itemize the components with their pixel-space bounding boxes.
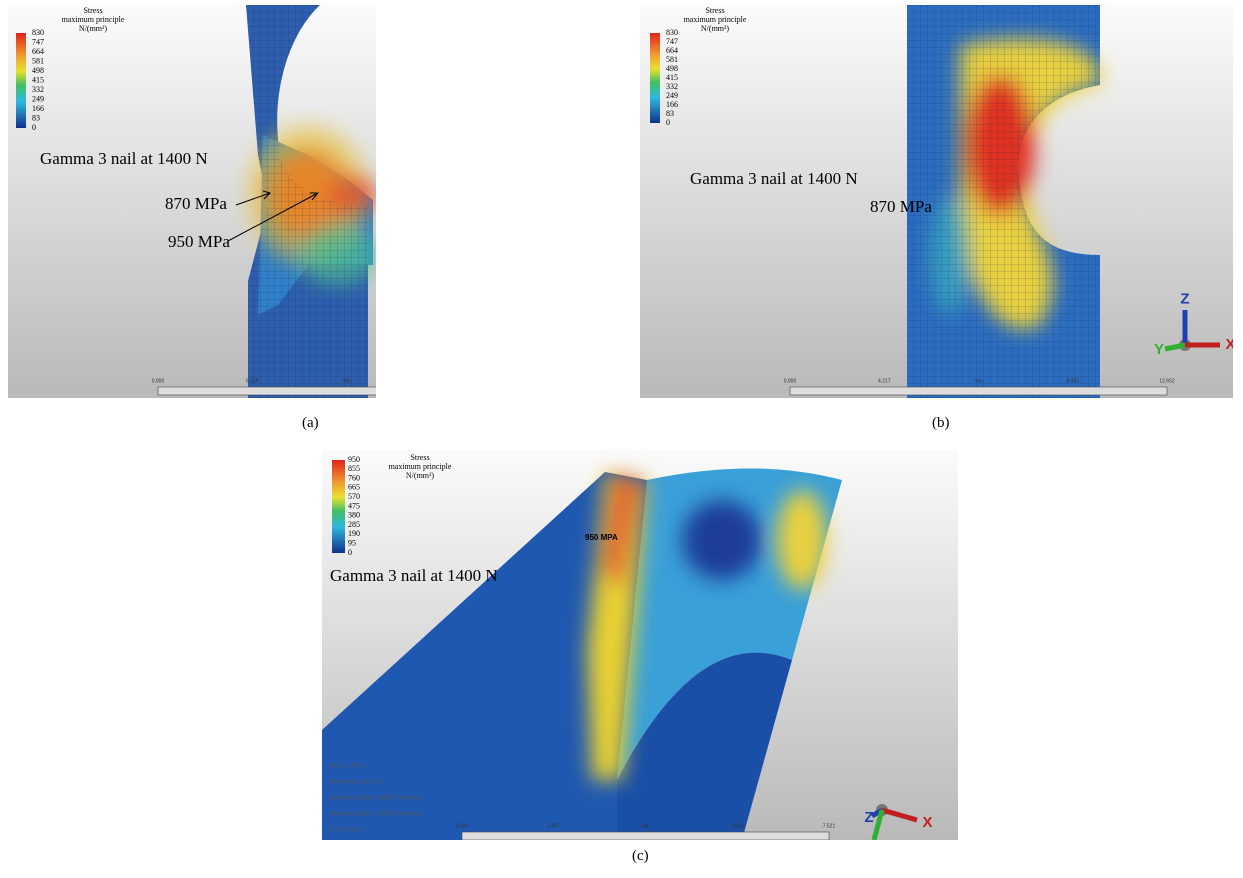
legend-tick-label: 166 bbox=[666, 100, 678, 109]
scale-label: 0.000 bbox=[152, 378, 165, 384]
scale-label: 8.435 bbox=[1066, 378, 1079, 384]
legend-tick-label: 581 bbox=[666, 55, 678, 64]
panel-label: (a) bbox=[302, 415, 319, 432]
legend-tick-label: 0 bbox=[348, 548, 352, 557]
scale-label: 5.014 bbox=[731, 823, 744, 829]
legend-tick-label: 332 bbox=[666, 82, 678, 91]
panel-label: (b) bbox=[932, 415, 950, 432]
axis-letter: Y bbox=[1154, 341, 1164, 358]
legend-tick-label: 498 bbox=[32, 66, 44, 75]
legend-tick-label: 747 bbox=[32, 37, 44, 46]
scale-label: mm bbox=[974, 378, 982, 384]
info-text: Maximum Value: 2069.47 N/(mm2) bbox=[330, 796, 423, 802]
legend-tick-label: 830 bbox=[32, 28, 44, 37]
legend-title: N/(mm²) bbox=[406, 471, 435, 480]
axis-letter: X bbox=[1225, 336, 1233, 353]
legend-tick-label: 83 bbox=[32, 113, 40, 122]
legend-title: N/(mm²) bbox=[701, 24, 730, 33]
legend-tick-label: 249 bbox=[666, 91, 678, 100]
scale-label: 0.000 bbox=[456, 823, 469, 829]
legend-tick-label: 498 bbox=[666, 64, 678, 73]
legend-tick-label: 665 bbox=[348, 483, 360, 492]
legend-title: maximum principle bbox=[389, 462, 452, 471]
axis-letter: Z bbox=[864, 809, 873, 826]
scale-label: 4.217 bbox=[878, 378, 891, 384]
scale-bar bbox=[462, 832, 829, 840]
axis-letter: X bbox=[922, 814, 932, 831]
legend-tick-label: 581 bbox=[32, 56, 44, 65]
figure: Stressmaximum principleN/(mm²)8307476645… bbox=[0, 0, 1243, 878]
scale-label: 12.652 bbox=[1159, 378, 1175, 384]
legend-tick-label: 190 bbox=[348, 529, 360, 538]
legend-tick-label: 166 bbox=[32, 104, 44, 113]
scale-label: mm bbox=[342, 378, 350, 384]
legend-tick-label: 855 bbox=[348, 464, 360, 473]
legend-tick-label: 664 bbox=[666, 46, 678, 55]
legend-tick-label: 285 bbox=[348, 520, 360, 529]
annotation: Gamma 3 nail at 1400 N bbox=[40, 149, 208, 168]
legend-title: N/(mm²) bbox=[79, 24, 108, 33]
scale-label: mm bbox=[641, 823, 649, 829]
legend-tick-label: 95 bbox=[348, 539, 356, 548]
legend-title: Stress bbox=[83, 6, 102, 15]
axis-letter: Z bbox=[1180, 290, 1189, 307]
annotation: 870 MPa bbox=[165, 194, 227, 213]
scale-bar bbox=[790, 387, 1167, 395]
info-text: Time Step: 34 of 20 bbox=[330, 780, 383, 786]
annotation: Gamma 3 nail at 1400 N bbox=[330, 566, 498, 585]
annotation: Gamma 3 nail at 1400 N bbox=[690, 169, 858, 188]
legend-tick-label: 760 bbox=[348, 473, 360, 482]
legend-tick-label: 0 bbox=[666, 118, 670, 127]
info-text: Time: 1.000 s bbox=[330, 764, 366, 770]
legend-tick-label: 830 bbox=[666, 28, 678, 37]
annotation: 950 MPA bbox=[585, 533, 618, 542]
legend-tick-label: 249 bbox=[32, 94, 44, 103]
panel-label: (c) bbox=[632, 848, 649, 865]
legend-title: Stress bbox=[705, 6, 724, 15]
legend-tick-label: 747 bbox=[666, 37, 678, 46]
legend-tick-label: 415 bbox=[32, 75, 44, 84]
legend-title: maximum principle bbox=[62, 15, 125, 24]
legend-tick-label: 332 bbox=[32, 85, 44, 94]
legend-tick-label: 0 bbox=[32, 123, 36, 132]
legend-title: maximum principle bbox=[684, 15, 747, 24]
info-text: Minimum Value: -2976.05 N/(mm2) bbox=[330, 812, 423, 818]
annotation: 870 MPa bbox=[870, 197, 932, 216]
scale-label: 7.521 bbox=[823, 823, 836, 829]
scale-label: 2.507 bbox=[547, 823, 560, 829]
info-text: X = 50 (mm) bbox=[330, 828, 363, 834]
legend-tick-label: 950 bbox=[348, 455, 360, 464]
scale-label: 6.359 bbox=[246, 378, 259, 384]
legend-tick-label: 570 bbox=[348, 492, 360, 501]
legend-tick-label: 415 bbox=[666, 73, 678, 82]
scale-label: 0.000 bbox=[784, 378, 797, 384]
legend-title: Stress bbox=[410, 453, 429, 462]
annotation: 950 MPa bbox=[168, 232, 230, 251]
legend-tick-label: 475 bbox=[348, 501, 360, 510]
legend-tick-label: 83 bbox=[666, 109, 674, 118]
scale-bar bbox=[158, 387, 376, 395]
legend-tick-label: 380 bbox=[348, 511, 360, 520]
legend-tick-label: 664 bbox=[32, 47, 44, 56]
